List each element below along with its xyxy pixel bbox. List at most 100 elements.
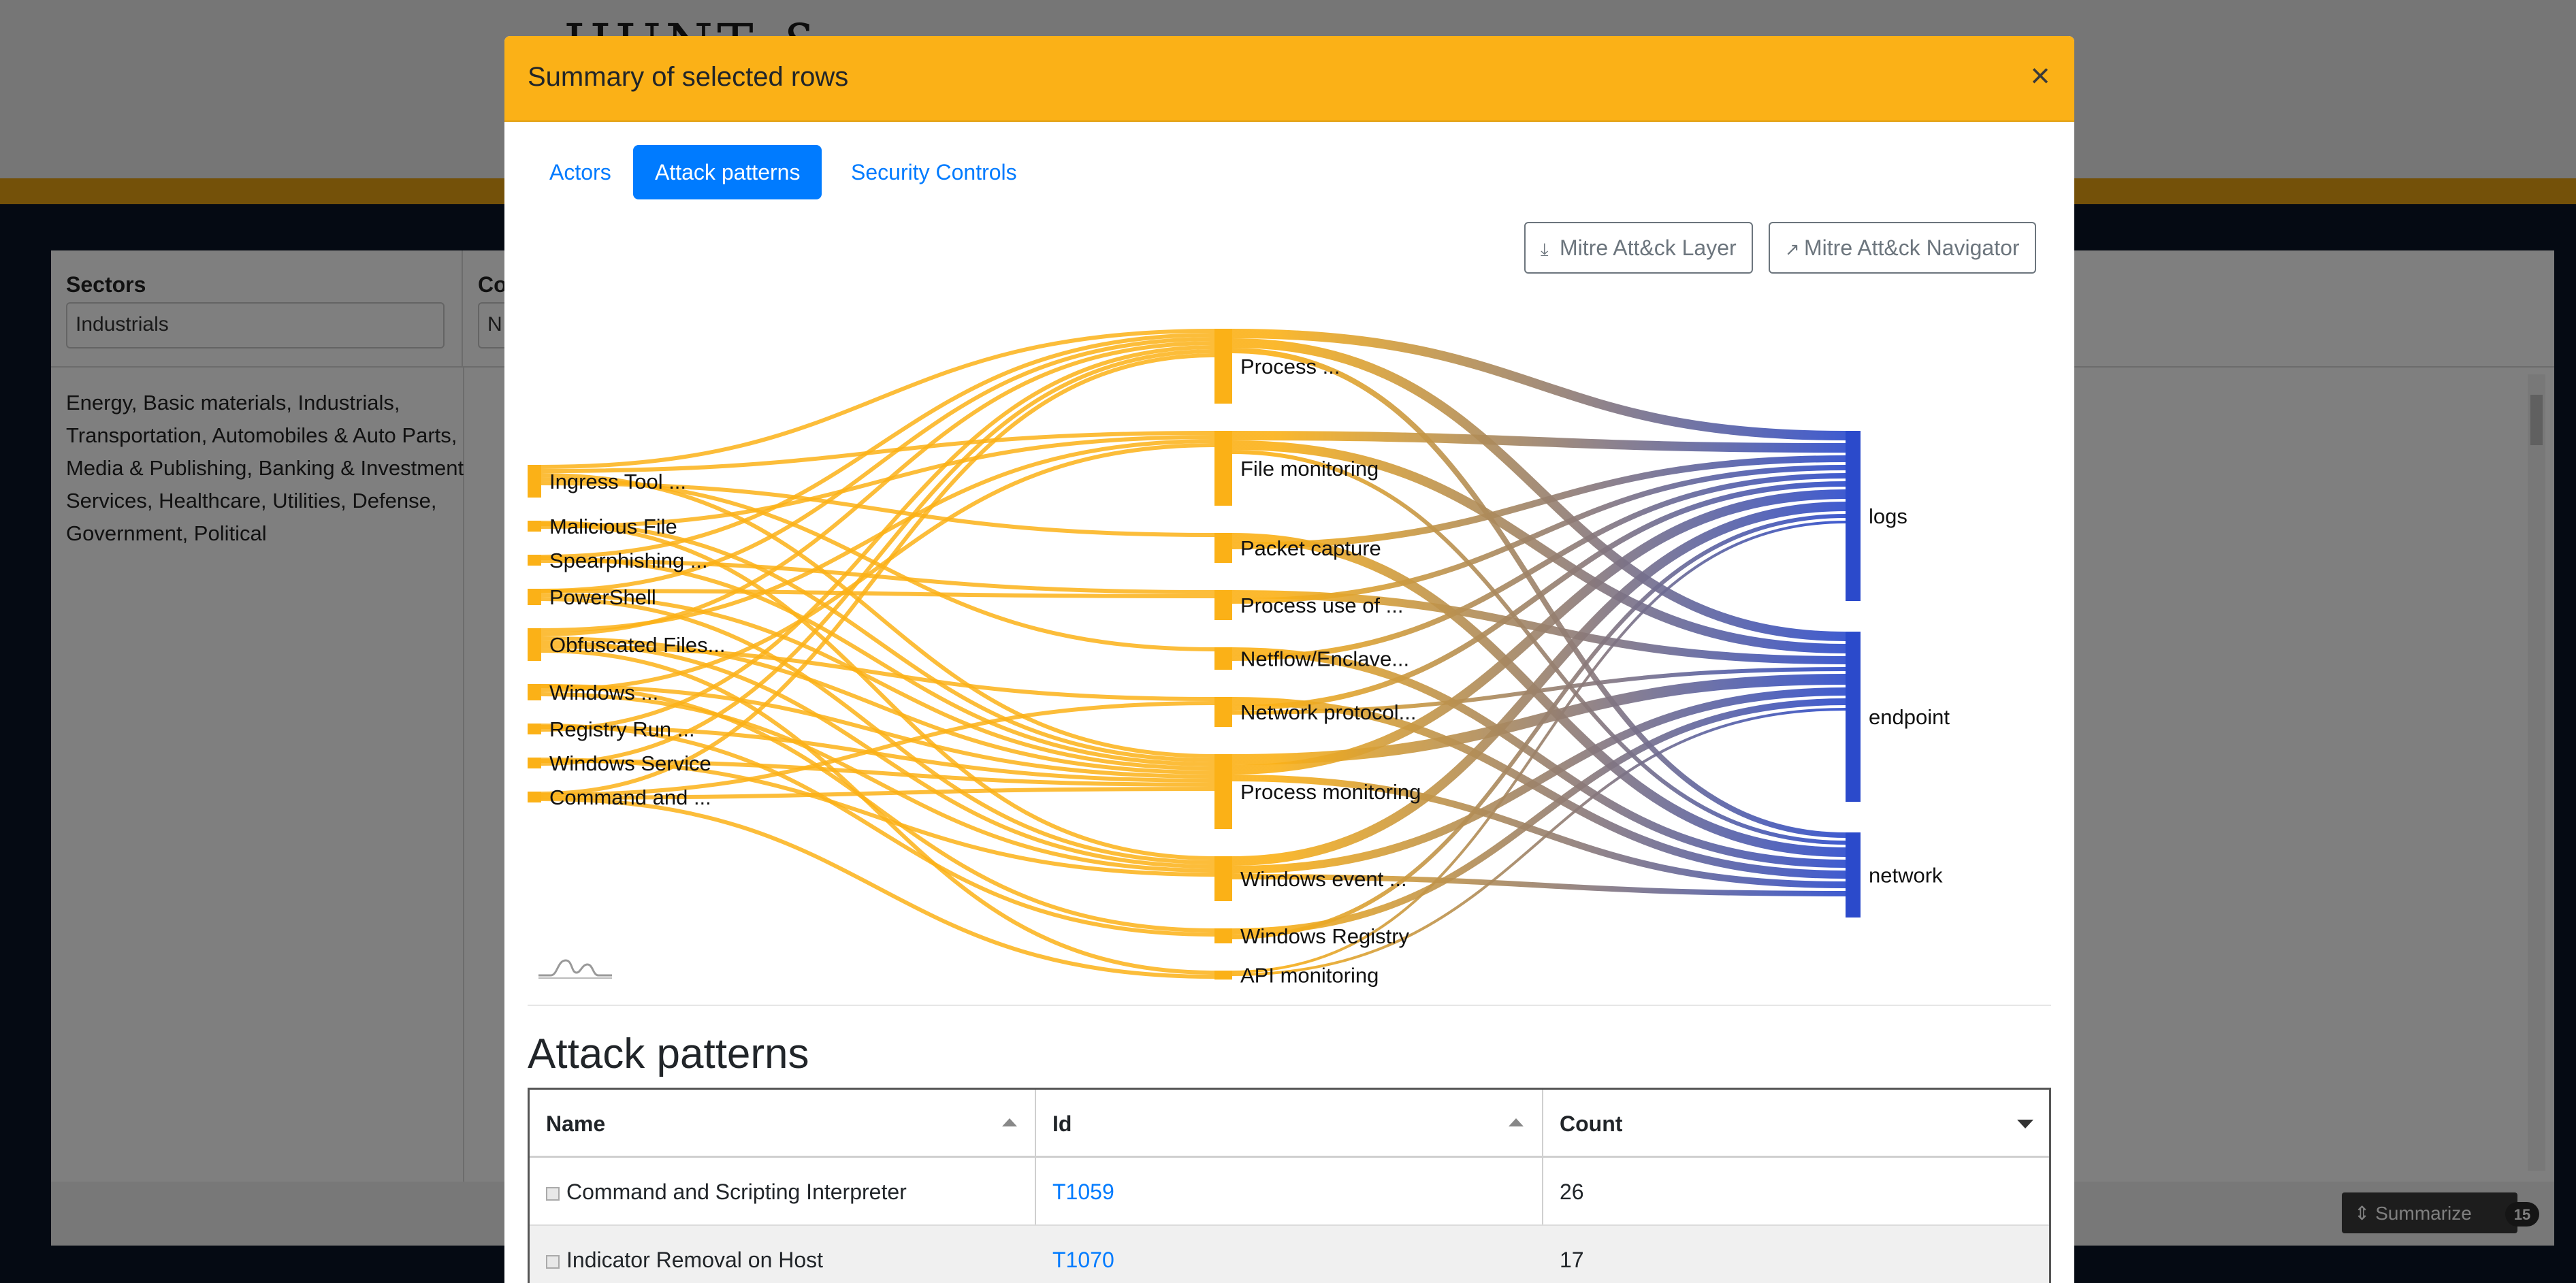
- count-cell: 26: [1560, 1180, 1584, 1204]
- sankey-node[interactable]: [528, 792, 541, 802]
- sankey-link[interactable]: [541, 593, 1215, 770]
- sankey-link[interactable]: [1231, 698, 1846, 935]
- sankey-node[interactable]: [1214, 647, 1232, 670]
- sankey-link[interactable]: [541, 477, 1215, 651]
- sankey-link[interactable]: [541, 556, 1215, 766]
- sankey-node[interactable]: [528, 521, 541, 532]
- sankey-node[interactable]: [1846, 832, 1861, 917]
- sankey-link[interactable]: [1231, 687, 1846, 874]
- sankey-link[interactable]: [541, 759, 1215, 787]
- sankey-node[interactable]: [528, 465, 541, 498]
- sankey-node[interactable]: [528, 758, 541, 768]
- sankey-link[interactable]: [541, 481, 1215, 537]
- sort-desc-icon[interactable]: [2017, 1120, 2033, 1128]
- close-icon[interactable]: ×: [2030, 56, 2050, 95]
- sort-asc-icon[interactable]: [1509, 1118, 1524, 1126]
- column-header-id[interactable]: Id: [1036, 1090, 1541, 1158]
- sankey-link[interactable]: [1231, 481, 1846, 711]
- sankey-node[interactable]: [1214, 754, 1232, 829]
- sankey-link[interactable]: [1231, 647, 1846, 868]
- sankey-node[interactable]: [528, 628, 541, 661]
- tab-security-controls[interactable]: Security Controls: [851, 160, 1017, 184]
- sankey-link[interactable]: [541, 636, 1215, 775]
- sankey-node[interactable]: [1846, 431, 1861, 601]
- sankey-link[interactable]: [1231, 329, 1846, 440]
- sankey-link[interactable]: [541, 692, 1215, 873]
- sankey-node[interactable]: [1846, 632, 1861, 802]
- column-header-count[interactable]: Count: [1543, 1090, 2051, 1158]
- sankey-link[interactable]: [541, 345, 1215, 732]
- sankey-link[interactable]: [541, 349, 1215, 766]
- sankey-node[interactable]: [528, 684, 541, 700]
- sankey-node[interactable]: [528, 589, 541, 605]
- sankey-node-label: Process monitoring: [1240, 780, 1421, 804]
- row-select-icon[interactable]: [546, 1187, 560, 1201]
- sankey-link[interactable]: [541, 701, 1215, 797]
- sankey-node-label: Windows Service: [549, 751, 711, 775]
- column-header-label: Count: [1560, 1111, 1623, 1136]
- sankey-link[interactable]: [541, 589, 1215, 598]
- sankey-link[interactable]: [1231, 338, 1846, 641]
- table-row[interactable]: Indicator Removal on Host T1070 17: [530, 1226, 2049, 1283]
- sankey-link[interactable]: [1231, 450, 1846, 845]
- sankey-link[interactable]: [541, 341, 1215, 636]
- sankey-link[interactable]: [541, 329, 1215, 469]
- row-select-icon[interactable]: [546, 1255, 560, 1269]
- sankey-node-label: Command and ...: [549, 785, 711, 809]
- table-row[interactable]: Command and Scripting Interpreter T1059 …: [530, 1158, 2049, 1226]
- tab-attack-patterns[interactable]: Attack patterns: [633, 145, 822, 199]
- sankey-link[interactable]: [541, 333, 1215, 559]
- sankey-link[interactable]: [541, 353, 1215, 796]
- sankey-node-label: Network protocol...: [1240, 700, 1416, 724]
- sankey-link[interactable]: [1231, 502, 1846, 866]
- sankey-link[interactable]: [541, 337, 1215, 593]
- sankey-link[interactable]: [1231, 465, 1846, 604]
- sankey-link[interactable]: [1231, 431, 1846, 453]
- sankey-node[interactable]: [1214, 590, 1232, 620]
- sankey-link[interactable]: [541, 645, 1215, 701]
- sankey-node[interactable]: [528, 555, 541, 566]
- modal-title: Summary of selected rows: [528, 62, 849, 92]
- sankey-link[interactable]: [541, 431, 1215, 473]
- sankey-link[interactable]: [1231, 521, 1846, 973]
- sankey-link[interactable]: [541, 521, 1215, 762]
- sankey-node[interactable]: [1214, 928, 1232, 943]
- sankey-link[interactable]: [541, 473, 1215, 758]
- sankey-link[interactable]: [1231, 489, 1846, 775]
- sankey-link[interactable]: [541, 797, 1215, 979]
- sankey-node[interactable]: [1214, 533, 1232, 563]
- sankey-link[interactable]: [541, 443, 1215, 692]
- mitre-layer-button[interactable]: ⤓ Mitre Att&ck Layer: [1524, 222, 1753, 274]
- sankey-node-label: Registry Run ...: [549, 717, 695, 741]
- sankey-link[interactable]: [1231, 708, 1846, 976]
- sankey-link[interactable]: [541, 684, 1215, 932]
- sort-asc-icon[interactable]: [1002, 1118, 1017, 1126]
- sankey-link[interactable]: [1231, 514, 1846, 939]
- mitre-navigator-button[interactable]: ↗ Mitre Att&ck Navigator: [1769, 222, 2036, 274]
- sankey-link[interactable]: [1231, 440, 1846, 653]
- technique-id-link[interactable]: T1070: [1052, 1248, 1114, 1272]
- sankey-node-label: API monitoring: [1240, 964, 1379, 988]
- sankey-link[interactable]: [1231, 775, 1846, 888]
- sankey-link[interactable]: [541, 649, 1215, 975]
- technique-id-link[interactable]: T1059: [1052, 1180, 1114, 1204]
- sankey-link[interactable]: [1231, 874, 1846, 896]
- sankey-link[interactable]: [1231, 473, 1846, 661]
- sankey-link[interactable]: [541, 684, 1215, 779]
- column-header-name[interactable]: Name: [530, 1090, 1035, 1158]
- sankey-node[interactable]: [1214, 856, 1232, 901]
- tab-actors[interactable]: Actors: [549, 160, 611, 184]
- sankey-node-label: Packet capture: [1240, 536, 1381, 560]
- sankey-link[interactable]: [541, 725, 1215, 783]
- mitre-navigator-label: Mitre Att&ck Navigator: [1804, 236, 2020, 260]
- sankey-node[interactable]: [528, 724, 541, 734]
- sankey-node[interactable]: [1214, 431, 1232, 506]
- sankey-link[interactable]: [541, 435, 1215, 529]
- sankey-link[interactable]: [1231, 455, 1846, 549]
- sankey-node[interactable]: [1214, 697, 1232, 727]
- sankey-node[interactable]: [1214, 329, 1232, 404]
- sankey-link[interactable]: [541, 787, 1215, 800]
- sankey-link[interactable]: [1231, 533, 1846, 857]
- row-name: Indicator Removal on Host: [566, 1248, 824, 1272]
- sankey-node[interactable]: [1214, 971, 1232, 980]
